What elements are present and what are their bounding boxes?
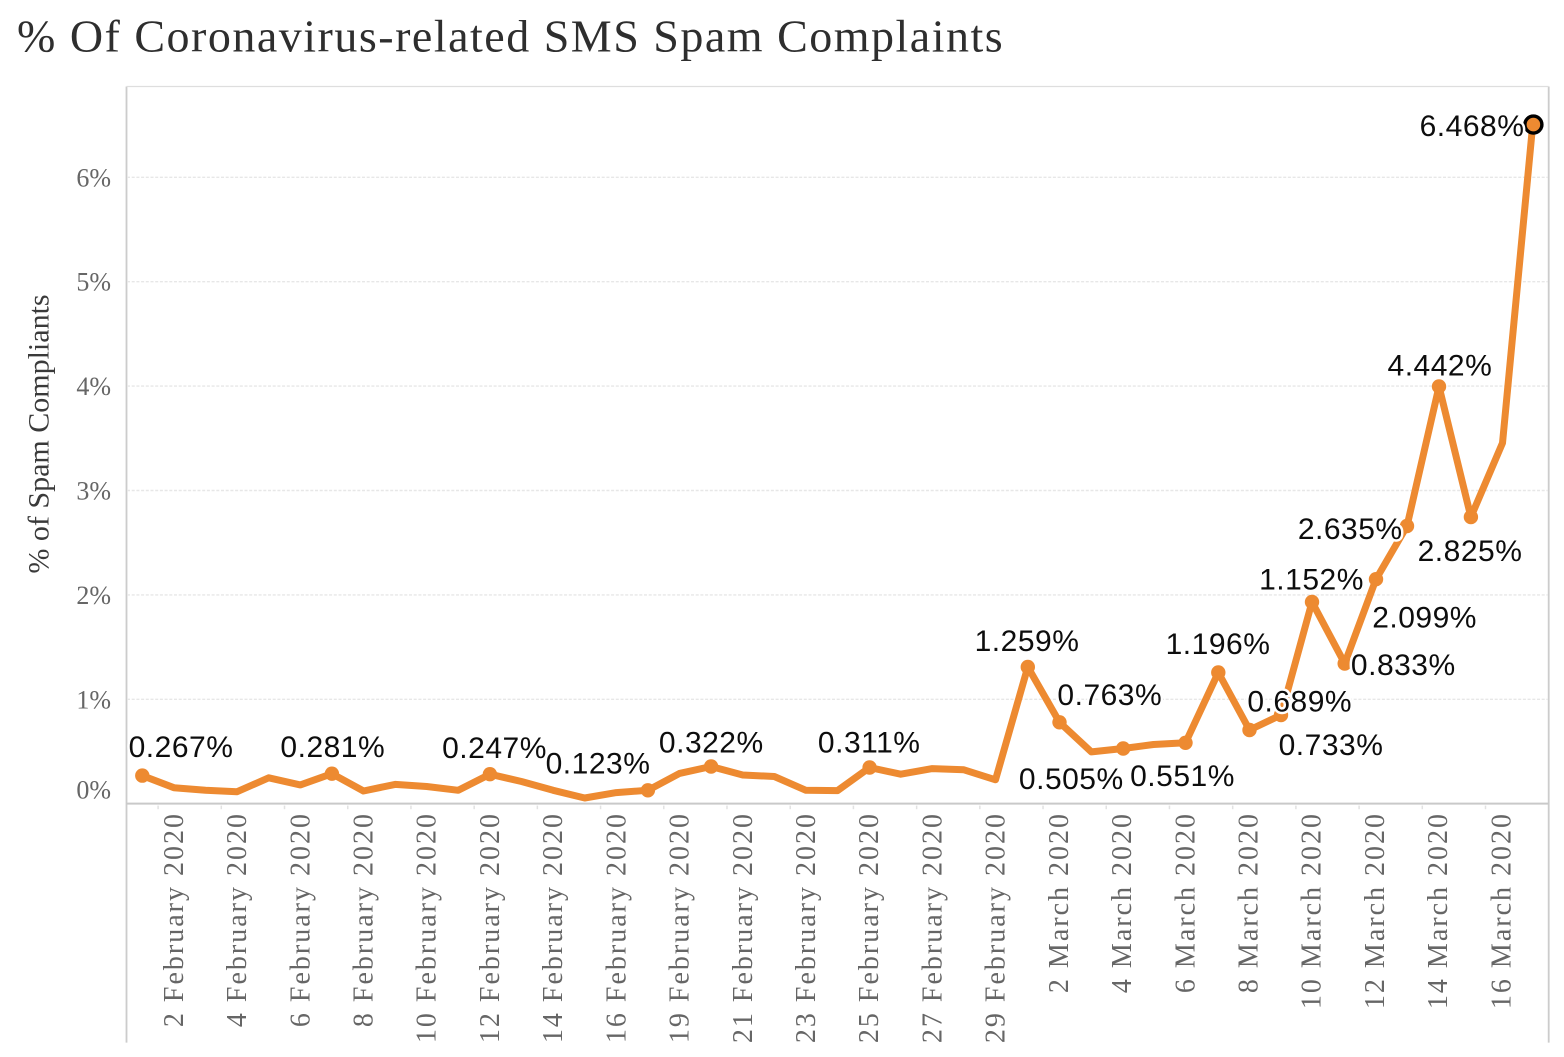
svg-text:2.099%: 2.099%: [1372, 602, 1477, 635]
svg-text:1.196%: 1.196%: [1166, 628, 1271, 661]
svg-text:4 February 2020: 4 February 2020: [222, 812, 253, 1027]
svg-text:1.259%: 1.259%: [975, 625, 1080, 658]
svg-text:6.468%: 6.468%: [1420, 110, 1525, 143]
svg-text:14 February 2020: 14 February 2020: [538, 812, 569, 1043]
svg-text:1%: 1%: [76, 685, 111, 714]
svg-text:0.322%: 0.322%: [659, 727, 764, 760]
svg-text:14 March 2020: 14 March 2020: [1423, 812, 1454, 1009]
svg-text:% Of Coronavirus-related SMS S: % Of Coronavirus-related SMS Spam Compla…: [17, 11, 1004, 62]
svg-text:25 February 2020: 25 February 2020: [854, 812, 885, 1043]
svg-text:4.442%: 4.442%: [1388, 350, 1493, 383]
svg-text:0.311%: 0.311%: [818, 727, 921, 760]
svg-text:0.123%: 0.123%: [546, 748, 651, 781]
svg-text:6 March 2020: 6 March 2020: [1170, 812, 1201, 993]
svg-text:5%: 5%: [76, 268, 111, 297]
svg-text:2.635%: 2.635%: [1298, 513, 1403, 546]
svg-text:2.825%: 2.825%: [1418, 535, 1523, 568]
svg-text:23 February 2020: 23 February 2020: [791, 812, 822, 1043]
svg-text:16 February 2020: 16 February 2020: [601, 812, 632, 1043]
svg-text:12 March 2020: 12 March 2020: [1360, 812, 1391, 1009]
svg-text:1.152%: 1.152%: [1259, 564, 1364, 597]
svg-text:0.267%: 0.267%: [129, 731, 234, 764]
svg-text:21 February 2020: 21 February 2020: [728, 812, 759, 1043]
svg-text:0.689%: 0.689%: [1247, 686, 1352, 719]
svg-text:0.247%: 0.247%: [442, 732, 547, 765]
svg-text:10 February 2020: 10 February 2020: [412, 812, 443, 1043]
svg-text:2%: 2%: [76, 581, 111, 610]
svg-text:0%: 0%: [76, 776, 111, 805]
svg-text:12 February 2020: 12 February 2020: [475, 812, 506, 1043]
svg-text:3%: 3%: [76, 477, 111, 506]
svg-text:2 February 2020: 2 February 2020: [159, 812, 190, 1027]
svg-text:0.281%: 0.281%: [280, 731, 385, 764]
svg-text:19 February 2020: 19 February 2020: [665, 812, 696, 1043]
svg-text:0.551%: 0.551%: [1130, 760, 1235, 793]
svg-text:4 March 2020: 4 March 2020: [1107, 812, 1138, 993]
svg-text:0.833%: 0.833%: [1351, 649, 1456, 682]
svg-text:6%: 6%: [76, 163, 111, 192]
svg-text:16 March 2020: 16 March 2020: [1486, 812, 1517, 1009]
svg-text:0.763%: 0.763%: [1057, 679, 1162, 712]
svg-text:8 February 2020: 8 February 2020: [349, 812, 380, 1027]
svg-text:2 March 2020: 2 March 2020: [1044, 812, 1075, 993]
svg-text:10 March 2020: 10 March 2020: [1297, 812, 1328, 1009]
svg-text:6 February 2020: 6 February 2020: [285, 812, 316, 1027]
svg-text:29 February 2020: 29 February 2020: [981, 812, 1012, 1043]
svg-text:4%: 4%: [76, 372, 111, 401]
svg-text:% of Spam Compliants: % of Spam Compliants: [23, 294, 56, 573]
svg-text:8 March 2020: 8 March 2020: [1233, 812, 1264, 993]
svg-text:27 February 2020: 27 February 2020: [917, 812, 948, 1043]
svg-text:0.505%: 0.505%: [1019, 763, 1124, 796]
svg-text:0.733%: 0.733%: [1279, 729, 1384, 762]
